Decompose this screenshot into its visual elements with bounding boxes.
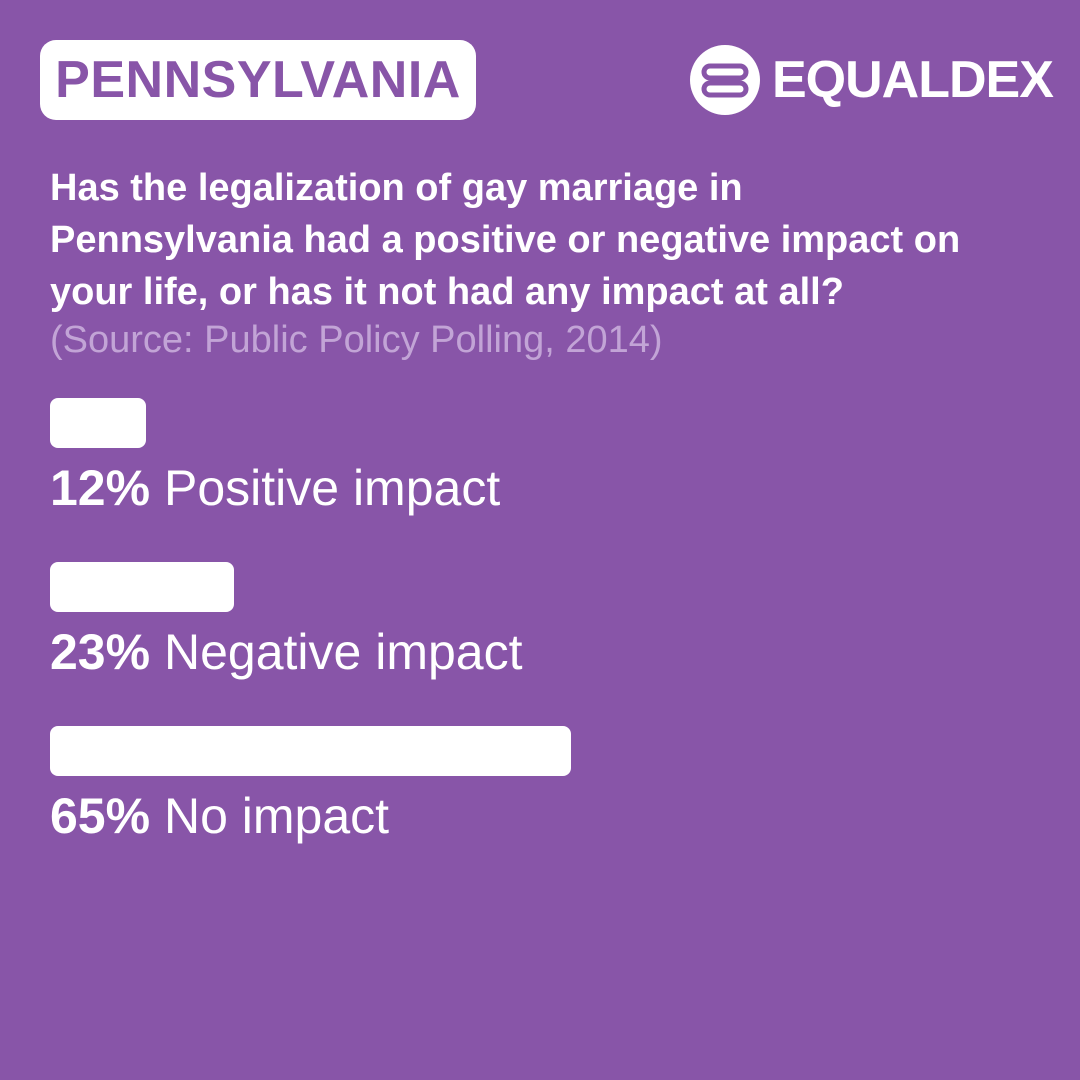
bar-label: 12% Positive impact [50, 458, 500, 518]
question-line: Has the legalization of gay marriage in [50, 167, 743, 209]
region-name: PENNSYLVANIA [55, 51, 461, 109]
bar-label: 65% No impact [50, 786, 571, 846]
bar-category-label: Positive impact [163, 460, 501, 516]
bar-row: 23% Negative impact [50, 562, 522, 682]
question-title: Has the legalization of gay marriage in … [50, 162, 1080, 318]
question-line: your life, or has it not had any impact … [50, 271, 844, 313]
source-citation: (Source: Public Policy Polling, 2014) [50, 319, 663, 361]
bar [50, 562, 234, 612]
bar [50, 726, 571, 776]
bar-row: 65% No impact [50, 726, 571, 846]
bar-value-label: 65% [50, 788, 151, 844]
bar-category-label: No impact [163, 788, 390, 844]
region-badge: PENNSYLVANIA [40, 40, 476, 120]
brand-logo: EQUALDEX [690, 44, 1054, 116]
brand-name: EQUALDEX [772, 51, 1054, 109]
bar-label: 23% Negative impact [50, 622, 522, 682]
bar-row: 12% Positive impact [50, 398, 500, 518]
bar-category-label: Negative impact [163, 624, 523, 680]
question-line: Pennsylvania had a positive or negative … [50, 219, 961, 261]
bar [50, 398, 146, 448]
bar-value-label: 23% [50, 624, 151, 680]
bar-value-label: 12% [50, 460, 151, 516]
equals-circle-icon [690, 45, 760, 115]
